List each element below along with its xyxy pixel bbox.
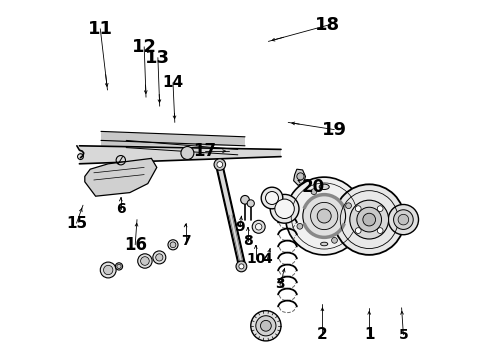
Polygon shape <box>101 131 245 146</box>
Circle shape <box>261 187 283 209</box>
Circle shape <box>141 257 149 265</box>
Text: 12: 12 <box>132 38 157 56</box>
Polygon shape <box>294 169 305 185</box>
Text: 7: 7 <box>181 234 191 248</box>
Text: 3: 3 <box>275 278 285 291</box>
Circle shape <box>345 203 351 208</box>
Circle shape <box>275 199 294 219</box>
Circle shape <box>100 262 116 278</box>
Circle shape <box>170 242 176 248</box>
Circle shape <box>334 184 404 255</box>
Circle shape <box>256 316 276 336</box>
Circle shape <box>156 254 163 261</box>
Circle shape <box>355 228 361 233</box>
Circle shape <box>239 264 244 269</box>
Circle shape <box>217 162 222 167</box>
Circle shape <box>168 240 178 250</box>
Circle shape <box>355 206 361 212</box>
Circle shape <box>138 254 152 268</box>
Circle shape <box>153 251 166 264</box>
Text: 2: 2 <box>317 327 328 342</box>
Text: 18: 18 <box>315 16 341 34</box>
Text: 19: 19 <box>322 121 347 139</box>
Polygon shape <box>85 158 157 196</box>
Circle shape <box>350 200 389 239</box>
Ellipse shape <box>320 242 328 246</box>
Circle shape <box>241 195 249 204</box>
Circle shape <box>247 200 254 207</box>
Circle shape <box>388 204 418 235</box>
Polygon shape <box>79 146 281 164</box>
Circle shape <box>214 159 225 170</box>
Text: 16: 16 <box>123 236 147 254</box>
Circle shape <box>103 265 113 275</box>
Circle shape <box>270 194 299 223</box>
Circle shape <box>357 207 382 232</box>
Text: 9: 9 <box>236 220 245 234</box>
Circle shape <box>116 263 122 270</box>
Text: 10: 10 <box>246 252 266 266</box>
Text: 1: 1 <box>364 327 374 342</box>
Circle shape <box>332 238 338 243</box>
Circle shape <box>266 192 278 204</box>
Text: 13: 13 <box>146 49 171 67</box>
Text: 11: 11 <box>88 20 113 38</box>
Circle shape <box>251 311 281 341</box>
Text: 5: 5 <box>398 328 408 342</box>
Text: 6: 6 <box>116 202 125 216</box>
Circle shape <box>393 210 413 229</box>
Circle shape <box>377 228 383 233</box>
Ellipse shape <box>256 314 276 320</box>
Circle shape <box>398 214 409 225</box>
Circle shape <box>236 261 247 272</box>
Circle shape <box>255 224 262 230</box>
Text: 8: 8 <box>243 234 253 248</box>
Circle shape <box>117 264 121 269</box>
Text: 14: 14 <box>163 75 184 90</box>
Ellipse shape <box>319 184 329 189</box>
Circle shape <box>252 220 265 233</box>
Circle shape <box>377 206 383 212</box>
Circle shape <box>363 213 375 226</box>
Text: 17: 17 <box>193 142 216 160</box>
Circle shape <box>317 209 331 223</box>
Circle shape <box>303 195 345 237</box>
Text: 20: 20 <box>302 178 325 196</box>
Polygon shape <box>217 167 245 263</box>
Circle shape <box>261 320 271 331</box>
Circle shape <box>181 147 194 159</box>
Circle shape <box>311 202 338 230</box>
Circle shape <box>311 189 317 194</box>
Circle shape <box>285 177 363 255</box>
Text: 4: 4 <box>263 252 272 266</box>
Circle shape <box>297 173 304 180</box>
Circle shape <box>297 224 303 229</box>
Text: 15: 15 <box>66 216 87 231</box>
